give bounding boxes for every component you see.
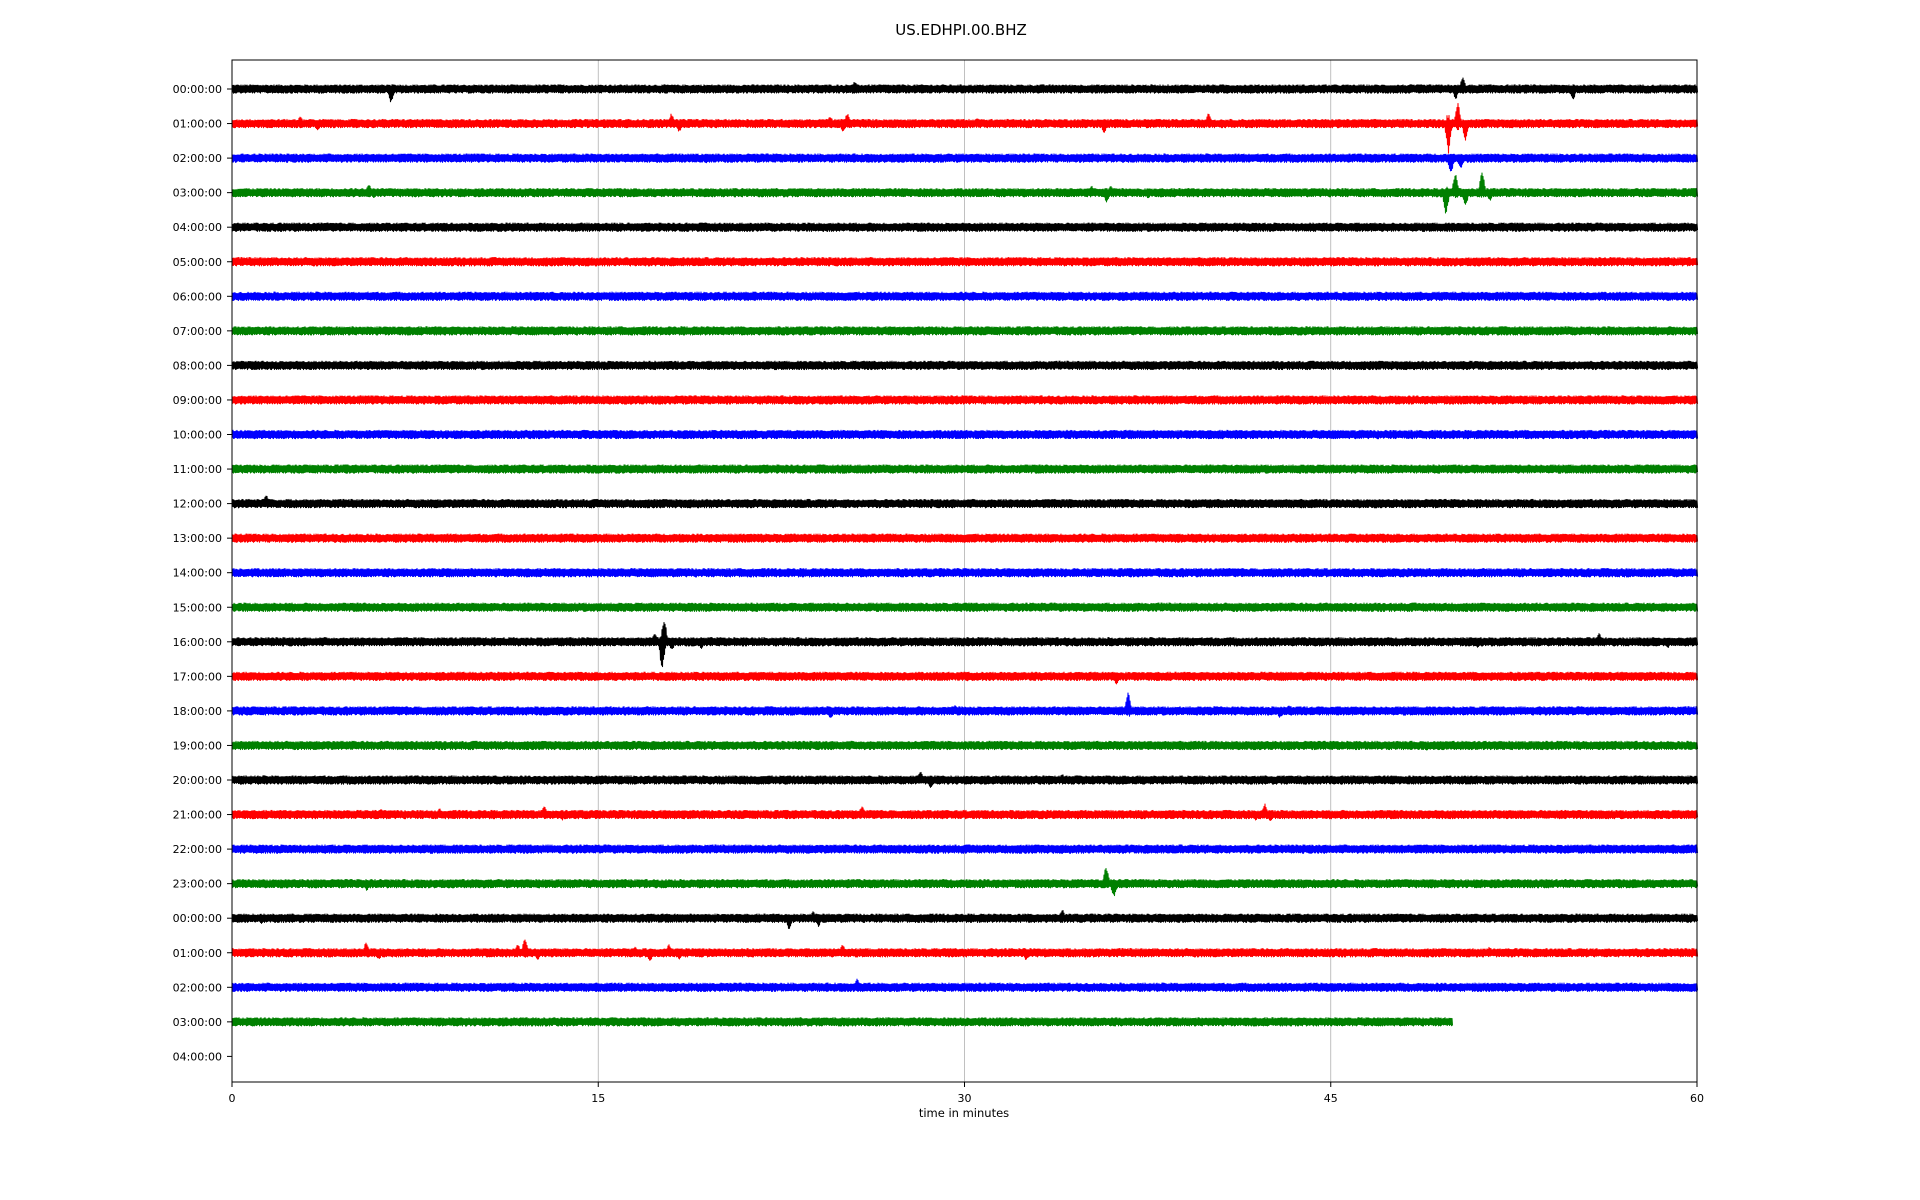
seismic-traces: [231, 77, 1699, 1027]
row-time-label: 21:00:00: [173, 809, 222, 822]
row-time-label: 04:00:00: [173, 1050, 222, 1063]
trace-row: [231, 495, 1699, 509]
row-time-label: 02:00:00: [173, 981, 222, 994]
row-time-label: 01:00:00: [173, 947, 222, 960]
row-time-label: 22:00:00: [173, 843, 222, 856]
row-time-label: 02:00:00: [173, 152, 222, 165]
trace-row: [231, 622, 1699, 668]
chart-title: US.EDHPI.00.BHZ: [895, 21, 1027, 39]
trace-row: [231, 567, 1699, 578]
trace-row: [231, 803, 1699, 821]
row-time-label: 12:00:00: [173, 498, 222, 511]
trace-row: [231, 172, 1699, 214]
row-time-label: 23:00:00: [173, 878, 222, 891]
trace-row: [231, 395, 1699, 405]
row-time-label: 04:00:00: [173, 221, 222, 234]
trace-row: [231, 464, 1699, 474]
trace-row: [231, 429, 1699, 440]
trace-row: [231, 291, 1699, 302]
trace-row: [231, 153, 1699, 172]
row-time-label: 14:00:00: [173, 567, 222, 580]
x-tick-label: 0: [229, 1092, 236, 1105]
trace-row: [231, 77, 1699, 103]
row-time-label: 17:00:00: [173, 670, 222, 683]
row-time-label: 20:00:00: [173, 774, 222, 787]
trace-row: [231, 602, 1699, 612]
row-time-label: 01:00:00: [173, 118, 222, 131]
row-time-label: 19:00:00: [173, 739, 222, 752]
row-time-label: 05:00:00: [173, 256, 222, 269]
trace-row: [231, 844, 1699, 854]
row-time-label: 10:00:00: [173, 429, 222, 442]
trace-row: [231, 978, 1699, 993]
plot-frame: [231, 59, 1698, 1083]
row-time-label: 13:00:00: [173, 532, 222, 545]
trace-row: [231, 740, 1699, 751]
row-time-labels: 00:00:00 01:00:00 02:00:00 03:00:00 04:00:00…: [173, 83, 232, 1063]
row-time-label: 03:00:00: [173, 1016, 222, 1029]
row-time-label: 16:00:00: [173, 636, 222, 649]
trace-row: [231, 222, 1699, 232]
trace-row: [231, 692, 1699, 718]
row-time-label: 18:00:00: [173, 705, 222, 718]
trace-row: [231, 671, 1699, 685]
row-time-label: 07:00:00: [173, 325, 222, 338]
trace-row: [231, 1017, 1454, 1027]
x-axis-ticks: 0 15 30 45 60: [229, 1082, 1704, 1105]
trace-row: [231, 910, 1699, 929]
trace-row: [231, 771, 1699, 788]
row-time-label: 00:00:00: [173, 912, 222, 925]
row-time-label: 03:00:00: [173, 187, 222, 200]
trace-row: [231, 360, 1699, 371]
trace-row: [231, 326, 1699, 336]
row-time-label: 08:00:00: [173, 359, 222, 372]
row-time-label: 09:00:00: [173, 394, 222, 407]
x-tick-label: 60: [1690, 1092, 1704, 1105]
row-time-label: 06:00:00: [173, 290, 222, 303]
row-time-label: 15:00:00: [173, 601, 222, 614]
trace-row: [231, 257, 1699, 267]
row-time-label: 00:00:00: [173, 83, 222, 96]
x-axis-label: time in minutes: [919, 1106, 1009, 1120]
x-tick-label: 15: [591, 1092, 605, 1105]
trace-row: [231, 102, 1699, 154]
trace-row: [231, 533, 1699, 543]
row-time-label: 11:00:00: [173, 463, 222, 476]
x-tick-label: 30: [958, 1092, 972, 1105]
trace-row: [231, 867, 1699, 897]
trace-row: [231, 939, 1699, 961]
x-tick-label: 45: [1324, 1092, 1338, 1105]
